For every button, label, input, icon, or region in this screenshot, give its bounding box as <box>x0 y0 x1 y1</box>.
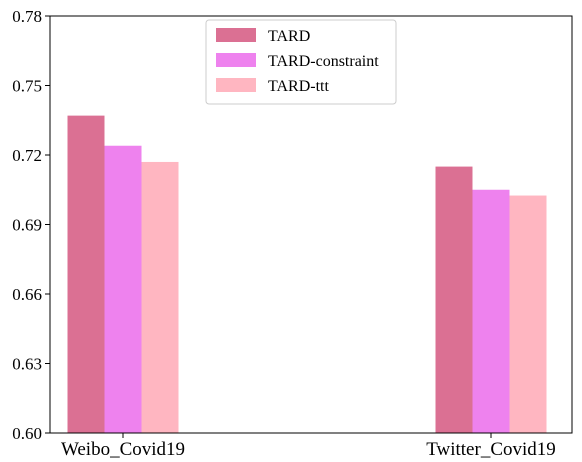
bar <box>104 145 142 433</box>
y-tick-label: 0.60 <box>12 424 42 443</box>
y-tick-label: 0.63 <box>12 355 42 374</box>
bar <box>67 115 105 433</box>
legend-swatch <box>216 53 256 67</box>
legend-label: TARD-ttt <box>268 78 329 95</box>
y-tick-label: 0.66 <box>12 285 42 304</box>
y-tick-label: 0.69 <box>12 216 42 235</box>
bar <box>509 195 547 433</box>
y-tick-label: 0.78 <box>12 7 42 26</box>
x-axis: Weibo_Covid19 Twitter_Covid19 <box>61 433 556 460</box>
legend: TARD TARD-constraint TARD-ttt <box>205 19 397 105</box>
bar <box>141 161 179 433</box>
legend-label: TARD-constraint <box>268 53 379 70</box>
legend-label: TARD <box>268 28 310 45</box>
y-tick-label: 0.75 <box>12 77 42 96</box>
x-tick-label: Twitter_Covid19 <box>426 439 556 460</box>
y-tick-label: 0.72 <box>12 146 42 165</box>
bars-group <box>67 115 547 434</box>
bar <box>472 189 510 433</box>
bar <box>435 166 473 434</box>
x-tick-label: Weibo_Covid19 <box>61 439 185 460</box>
legend-swatch <box>216 78 256 92</box>
legend-swatch <box>216 28 256 42</box>
y-axis: 0.60 0.63 0.66 0.69 0.72 0.75 0.78 <box>12 7 50 443</box>
